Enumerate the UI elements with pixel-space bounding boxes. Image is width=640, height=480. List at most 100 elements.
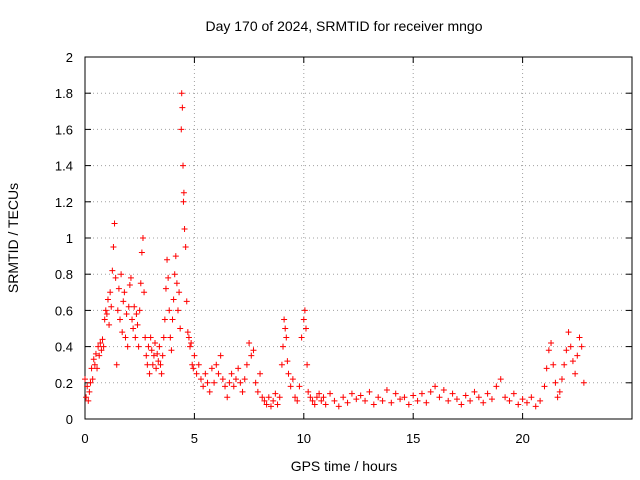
data-point	[282, 325, 289, 332]
data-point	[250, 347, 257, 354]
data-point	[119, 329, 126, 336]
data-point	[453, 396, 460, 403]
data-point	[283, 334, 290, 341]
data-point	[239, 388, 246, 395]
data-point	[154, 350, 161, 357]
data-point	[161, 316, 168, 323]
data-point	[101, 316, 108, 323]
x-tick-label: 5	[191, 431, 198, 446]
data-point	[348, 390, 355, 397]
data-point	[252, 379, 259, 386]
x-tick-label: 10	[297, 431, 311, 446]
data-point	[305, 388, 312, 395]
data-point	[148, 347, 155, 354]
data-point	[184, 329, 191, 336]
data-point	[168, 347, 175, 354]
data-point	[83, 394, 90, 401]
data-point	[357, 392, 364, 399]
data-point	[141, 289, 148, 296]
data-point	[147, 334, 154, 341]
data-point	[149, 361, 156, 368]
data-point	[462, 392, 469, 399]
data-point	[136, 307, 143, 314]
data-point	[200, 383, 207, 390]
data-point	[193, 370, 200, 377]
data-point	[287, 383, 294, 390]
data-point	[488, 396, 495, 403]
data-point	[222, 383, 229, 390]
data-point	[304, 361, 311, 368]
data-point	[144, 361, 151, 368]
data-point	[166, 307, 173, 314]
data-point	[449, 390, 456, 397]
data-point	[127, 274, 134, 281]
y-axis-label: SRMTID / TECUs	[5, 183, 21, 293]
data-point	[183, 298, 190, 305]
data-point	[170, 296, 177, 303]
data-point	[311, 401, 318, 408]
data-point	[569, 358, 576, 365]
data-point	[278, 361, 285, 368]
data-point	[366, 388, 373, 395]
data-point	[298, 334, 305, 341]
data-point	[484, 390, 491, 397]
data-point	[502, 394, 509, 401]
data-point	[301, 307, 308, 314]
data-point	[110, 244, 117, 251]
data-point	[215, 370, 222, 377]
data-point	[241, 376, 248, 383]
data-point	[274, 401, 281, 408]
data-point	[86, 388, 93, 395]
data-point	[107, 289, 114, 296]
data-point	[284, 358, 291, 365]
data-point	[506, 397, 513, 404]
data-point	[129, 316, 136, 323]
data-point	[370, 401, 377, 408]
data-point	[189, 361, 196, 368]
data-point	[180, 189, 187, 196]
data-point	[171, 271, 178, 278]
data-point	[96, 352, 103, 359]
data-point	[289, 376, 296, 383]
data-point	[97, 339, 104, 346]
data-point	[340, 394, 347, 401]
data-point	[104, 296, 111, 303]
data-point	[174, 307, 181, 314]
grid	[85, 57, 632, 419]
data-point	[187, 343, 194, 350]
data-point	[541, 383, 548, 390]
data-point	[397, 396, 404, 403]
y-tick-label: 1.8	[55, 86, 73, 101]
data-point	[281, 316, 288, 323]
data-point	[556, 388, 563, 395]
data-point	[131, 303, 138, 310]
data-point	[563, 347, 570, 354]
data-point	[143, 352, 150, 359]
data-point	[532, 403, 539, 410]
data-point	[232, 376, 239, 383]
data-point	[552, 379, 559, 386]
y-tick-label: 2	[66, 50, 73, 65]
data-point	[113, 361, 120, 368]
y-tick-label: 0	[66, 412, 73, 427]
data-point	[142, 334, 149, 341]
data-point	[84, 383, 91, 390]
chart-title: Day 170 of 2024, SRMTID for receiver mng…	[205, 18, 482, 34]
data-point	[164, 256, 171, 263]
data-point	[353, 396, 360, 403]
data-point	[152, 339, 159, 346]
data-point	[243, 361, 250, 368]
data-point	[146, 370, 153, 377]
data-point	[108, 303, 115, 310]
data-point	[100, 343, 107, 350]
data-point	[493, 383, 500, 390]
data-point	[548, 339, 555, 346]
data-point	[88, 365, 95, 372]
data-point	[160, 334, 167, 341]
data-point	[280, 343, 287, 350]
data-point	[576, 334, 583, 341]
data-point	[85, 397, 92, 404]
data-point	[98, 347, 105, 354]
data-point	[309, 397, 316, 404]
